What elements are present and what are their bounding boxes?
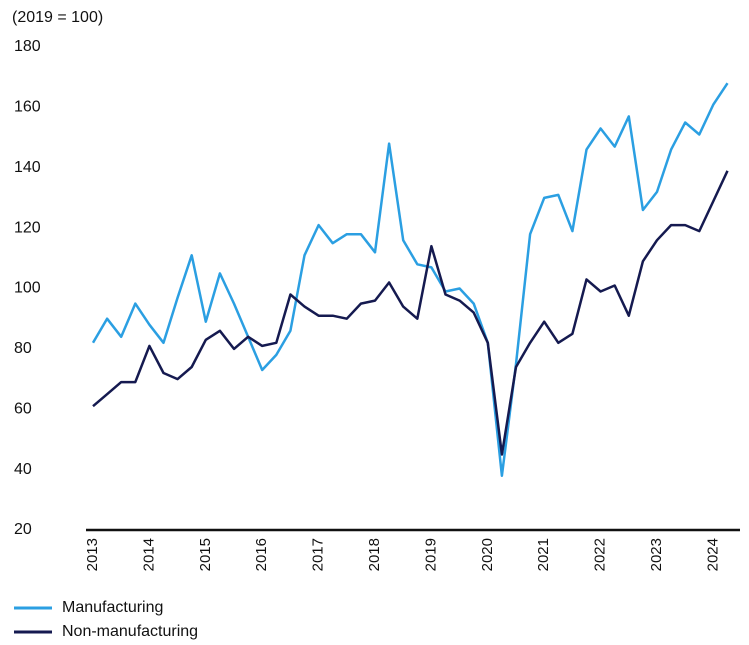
line-series bbox=[92, 170, 729, 456]
y-tick-label: 40 bbox=[14, 461, 32, 478]
y-tick-label: 20 bbox=[14, 521, 32, 538]
x-tick-label: 2018 bbox=[366, 538, 383, 571]
x-tick-label: 2022 bbox=[592, 538, 609, 571]
x-tick-label: 2014 bbox=[140, 538, 157, 571]
x-tick-label: 2019 bbox=[422, 538, 439, 571]
y-tick-label: 140 bbox=[14, 159, 41, 176]
x-tick-label: 2016 bbox=[253, 538, 270, 571]
y-tick-label: 80 bbox=[14, 340, 32, 357]
x-tick-label: 2020 bbox=[479, 538, 496, 571]
y-tick-label: 100 bbox=[14, 280, 41, 297]
y-axis-label: (2019 = 100) bbox=[12, 9, 103, 26]
x-tick-label: 2021 bbox=[535, 538, 552, 571]
x-tick-label: 2023 bbox=[648, 538, 665, 571]
y-tick-label: 180 bbox=[14, 38, 41, 55]
x-tick-label: 2024 bbox=[704, 538, 721, 571]
x-tick-label: 2013 bbox=[84, 538, 101, 571]
line-series bbox=[91, 82, 729, 477]
legend-label: Non-manufacturing bbox=[62, 623, 198, 640]
y-tick-label: 160 bbox=[14, 99, 41, 116]
legend-label: Manufacturing bbox=[62, 599, 163, 616]
y-tick-label: 120 bbox=[14, 219, 41, 236]
y-tick-label: 60 bbox=[14, 400, 32, 417]
x-tick-label: 2015 bbox=[197, 538, 214, 571]
x-tick-label: 2017 bbox=[310, 538, 327, 571]
